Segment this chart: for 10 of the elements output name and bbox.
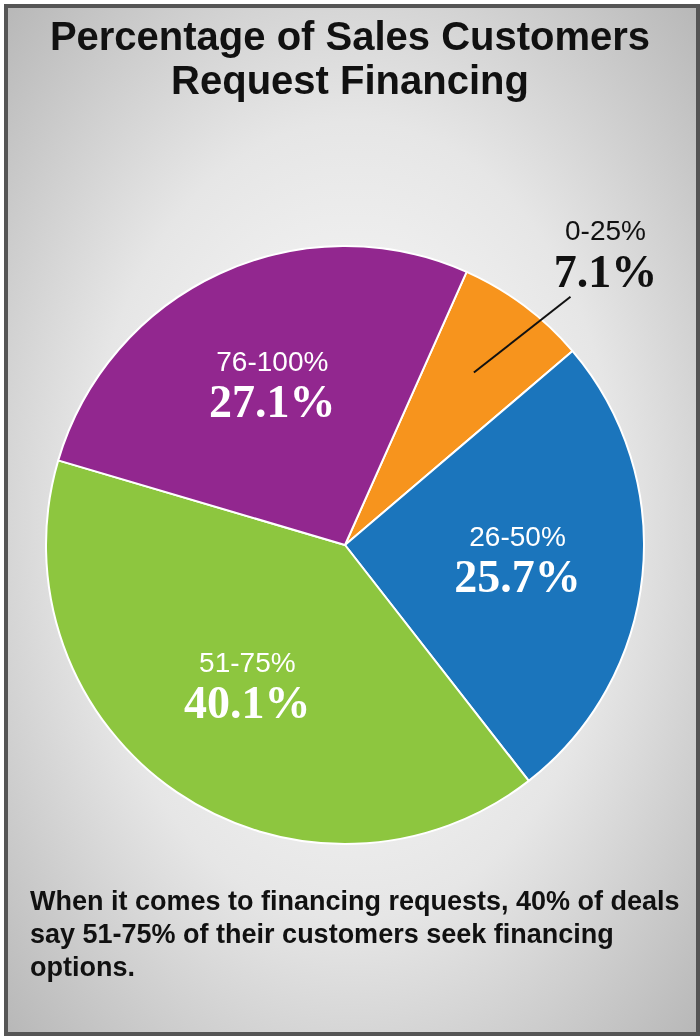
data-label: 7.1% <box>553 245 658 297</box>
text: When it comes to financing requests, 40% of deals say 51-75% of their customers seek financing options. <box>30 885 680 984</box>
slice-label: 51-75% <box>199 647 296 679</box>
data-label: 40.1% <box>184 677 311 729</box>
slice-label: 76-100% <box>216 346 329 378</box>
data-label: 25.7% <box>454 551 581 603</box>
slice-label: 26-50% <box>469 521 566 553</box>
chart-title: Percentage of Sales Customers Request Financing <box>48 14 652 102</box>
slice-label: 0-25% <box>565 215 646 247</box>
data-label: 27.1% <box>209 376 336 428</box>
